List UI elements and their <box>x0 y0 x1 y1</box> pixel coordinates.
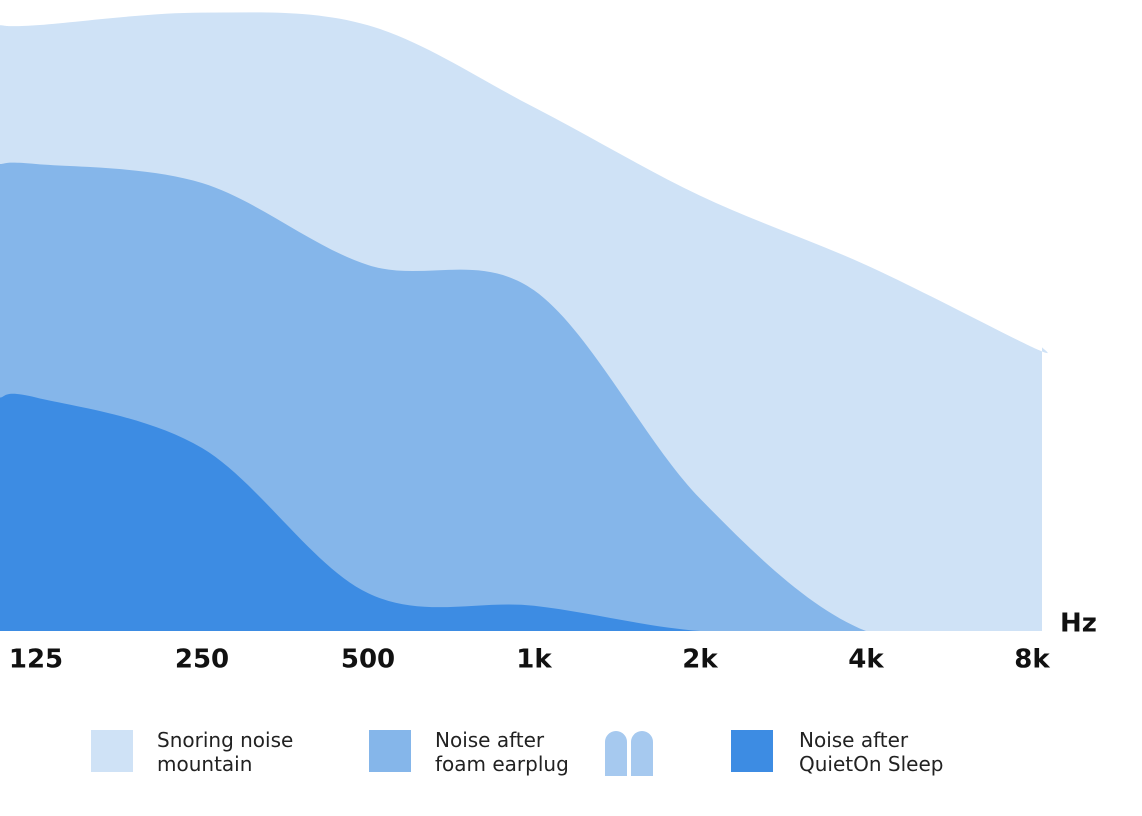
legend: Snoring noise mountain Noise after foam … <box>0 728 1142 788</box>
legend-item: Noise after QuietOn Sleep <box>731 728 969 776</box>
earplug-icon <box>605 731 653 776</box>
legend-label: Noise after foam earplug <box>435 728 569 776</box>
x-tick-label: 500 <box>341 645 395 675</box>
x-tick-label: 250 <box>175 645 229 675</box>
legend-label: Noise after QuietOn Sleep <box>799 728 944 776</box>
x-axis-label: Hz <box>1060 609 1097 639</box>
legend-label: Snoring noise mountain <box>157 728 294 776</box>
chart: Hz 125 250 500 1k 2k 4k 8k <box>0 12 1097 675</box>
area <box>0 393 1048 631</box>
x-tick-label: 2k <box>682 645 718 675</box>
x-tick-label: 1k <box>516 645 552 675</box>
plot-area <box>0 12 1048 631</box>
legend-swatch <box>369 730 411 772</box>
legend-swatch <box>91 730 133 772</box>
legend-item: Snoring noise mountain <box>91 728 317 776</box>
legend-item: Noise after foam earplug <box>369 728 663 778</box>
legend-swatch <box>731 730 773 772</box>
x-tick-label: 8k <box>1014 645 1050 675</box>
x-tick-label: 4k <box>848 645 884 675</box>
x-tick-label: 125 <box>9 645 63 675</box>
